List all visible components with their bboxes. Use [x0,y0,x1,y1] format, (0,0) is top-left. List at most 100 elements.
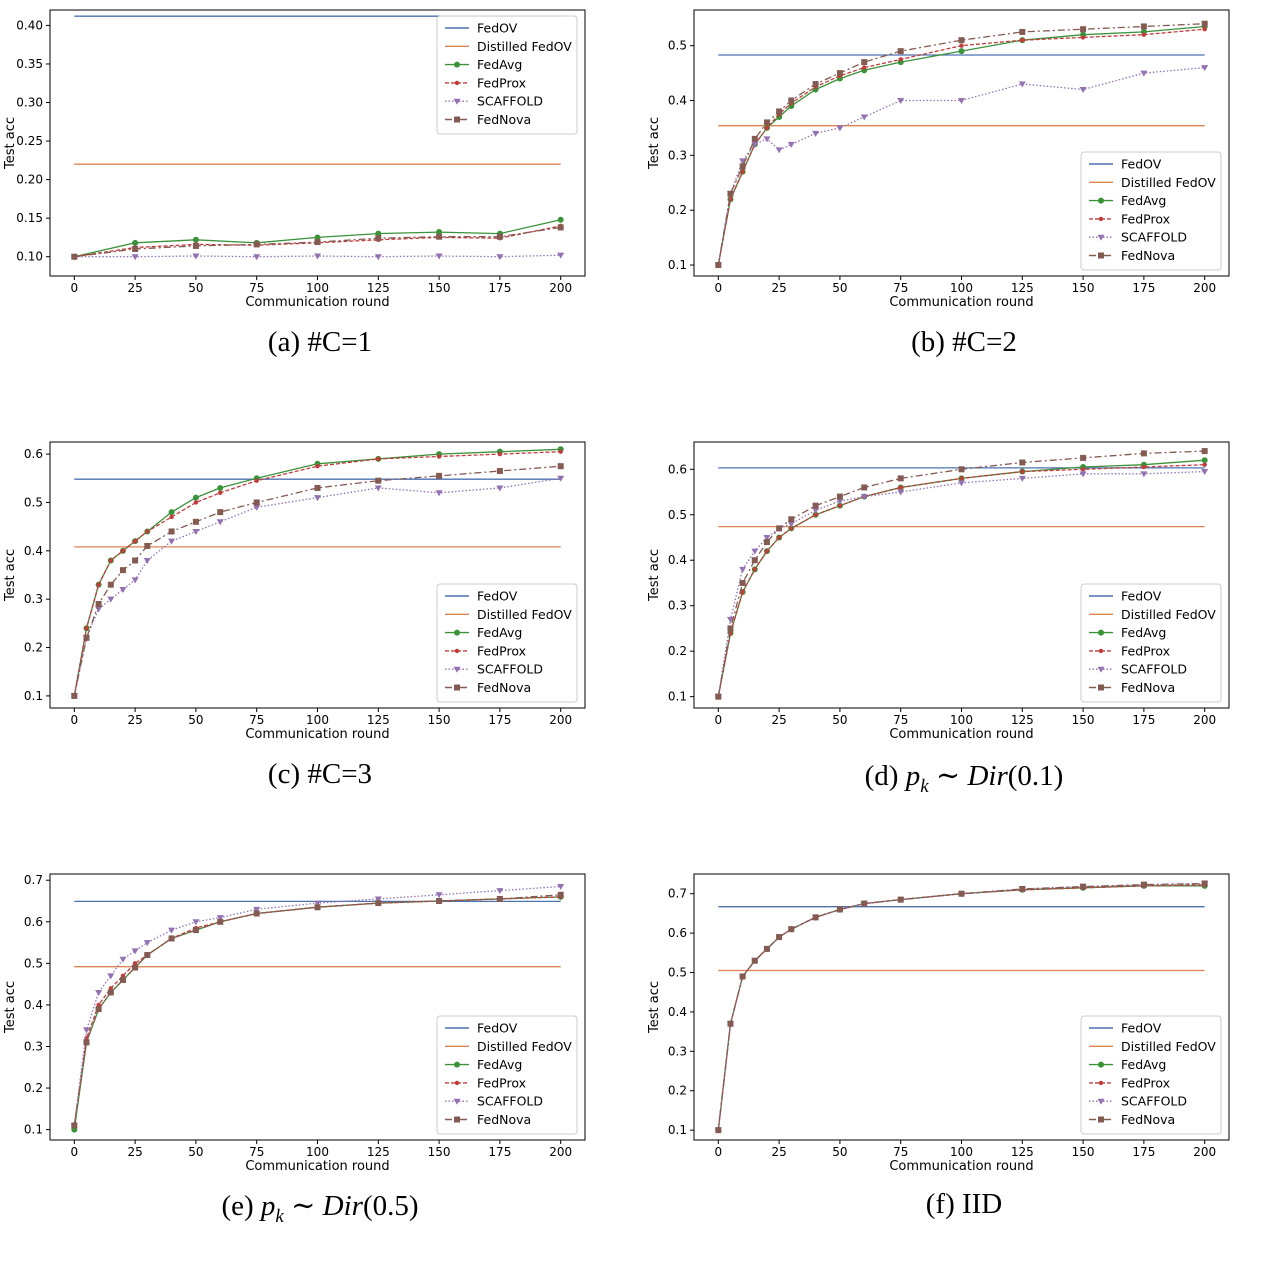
legend-label-3: FedProx [477,1075,526,1090]
legend-marker-4 [1097,1098,1105,1105]
data-point-5-7 [812,81,819,88]
data-point-5-0 [715,693,722,700]
data-point-3-12 [1020,37,1025,43]
data-point-4-8 [192,919,200,926]
data-point-4-5 [131,948,139,955]
caption-e-arg: (0.5) [362,1190,419,1222]
legend-label-1: Distilled FedOV [477,39,572,54]
data-point-5-15 [557,463,564,470]
legend-marker-4 [1097,234,1105,241]
data-point-5-13 [1080,883,1087,890]
caption-d: (d) pk ∼ Dir(0.1) [644,758,1284,798]
data-point-4-2 [739,158,747,165]
data-point-5-14 [496,468,503,475]
data-point-3-3 [108,986,113,991]
data-point-5-1 [727,1020,734,1027]
data-point-4-13 [435,490,443,497]
y-tick-label-2: 0.3 [668,148,687,162]
data-point-5-15 [1201,880,1208,887]
chart-e: 0 25 50 75 100 125 150 175 200 0.1 0.2 0.3 0.4 0.5 0.6… [3,873,586,1174]
legend-marker-2 [1098,629,1104,636]
data-point-4-2 [95,989,103,996]
data-point-5-12 [1019,885,1026,892]
data-point-3-10 [898,57,903,62]
legend-box [436,583,578,703]
data-point-4-4 [763,534,771,541]
x-tick-label-4: 100 [950,713,973,727]
data-point-5-1 [132,246,139,253]
x-tick-label-6: 150 [1072,713,1095,727]
data-point-5-0 [71,692,78,699]
y-tick-label-6: 0.7 [668,887,687,901]
data-point-3-7 [813,512,818,517]
data-point-4-12 [374,896,382,903]
data-point-4-2 [192,253,200,260]
x-tick-label-4: 100 [306,281,329,295]
x-tick-label-8: 200 [1193,713,1216,727]
x-tick-label-2: 50 [832,281,847,295]
data-point-5-13 [1080,26,1087,33]
legend-label-4: SCAFFOLD [1121,1094,1187,1109]
data-point-5-9 [217,509,224,516]
data-point-5-0 [715,262,722,269]
caption-d-var: p [905,760,921,792]
data-point-4-4 [314,253,321,260]
data-point-3-5 [776,535,782,540]
y-tick-label-5: 0.35 [16,57,43,71]
data-point-3-12 [1020,469,1025,474]
y-tick-label-2: 0.3 [668,1044,687,1058]
y-tick-label-2: 0.3 [668,599,687,613]
data-point-4-3 [751,548,759,555]
data-point-4-3 [107,596,115,603]
x-tick-label-7: 175 [488,281,511,295]
legend-label-5: FedNova [477,112,531,127]
x-tick-label-6: 150 [1072,1145,1095,1159]
data-point-3-15 [558,449,563,454]
legend-marker-4 [453,1098,461,1105]
x-axis-label: Communication round [245,1159,389,1174]
data-point-3-5 [132,961,138,966]
data-point-4-14 [1140,471,1148,478]
data-point-5-4 [119,976,126,983]
legend-label-0: FedOV [1121,589,1162,604]
legend-label-5: FedNova [477,680,531,695]
data-point-5-6 [788,926,795,933]
legend-marker-3 [454,1080,460,1086]
legend-label-3: FedProx [477,643,526,658]
caption-e-sim: ∼ [283,1190,323,1222]
caption-c: (c) #C=3 [267,758,373,790]
caption-f: (f) IID [925,1188,1003,1220]
x-tick-label-5: 125 [367,713,390,727]
data-point-5-0 [715,1127,722,1134]
x-tick-label-2: 50 [188,713,203,727]
y-tick-label-4: 0.5 [24,956,43,970]
data-point-5-2 [739,579,746,586]
chart-b: 0 25 50 75 100 125 150 175 200 0.1 0.2 0.3 0.4 0.5 Com… [647,9,1230,310]
legend-label-0: FedOV [477,21,518,36]
data-point-5-6 [144,952,151,959]
y-tick-label-4: 0.5 [668,39,687,53]
caption-d-sub: k [920,775,929,797]
data-point-5-8 [836,70,843,77]
data-point-5-7 [496,233,503,240]
data-point-5-9 [861,484,868,491]
data-point-3-11 [959,43,964,48]
series-line-3 [717,464,1205,697]
x-tick-label-7: 175 [1132,1145,1155,1159]
legend-label-5: FedNova [1121,680,1175,695]
x-tick-label-5: 125 [367,281,390,295]
data-point-5-3 [751,957,758,964]
legend-label-2: FedAvg [1121,1057,1166,1072]
x-axis-label: Communication round [889,295,1033,310]
data-point-4-15 [557,883,565,890]
x-tick-label-1: 25 [771,713,786,727]
x-tick-label-5: 125 [1011,281,1034,295]
x-tick-label-8: 200 [549,281,572,295]
data-point-4-13 [1079,471,1087,478]
legend-marker-4 [1097,666,1105,673]
data-point-5-10 [253,910,260,917]
data-point-4-15 [1201,65,1209,72]
legend-label-4: SCAFFOLD [1121,230,1187,245]
data-point-3-9 [862,65,867,70]
legend-marker-5 [454,684,460,691]
